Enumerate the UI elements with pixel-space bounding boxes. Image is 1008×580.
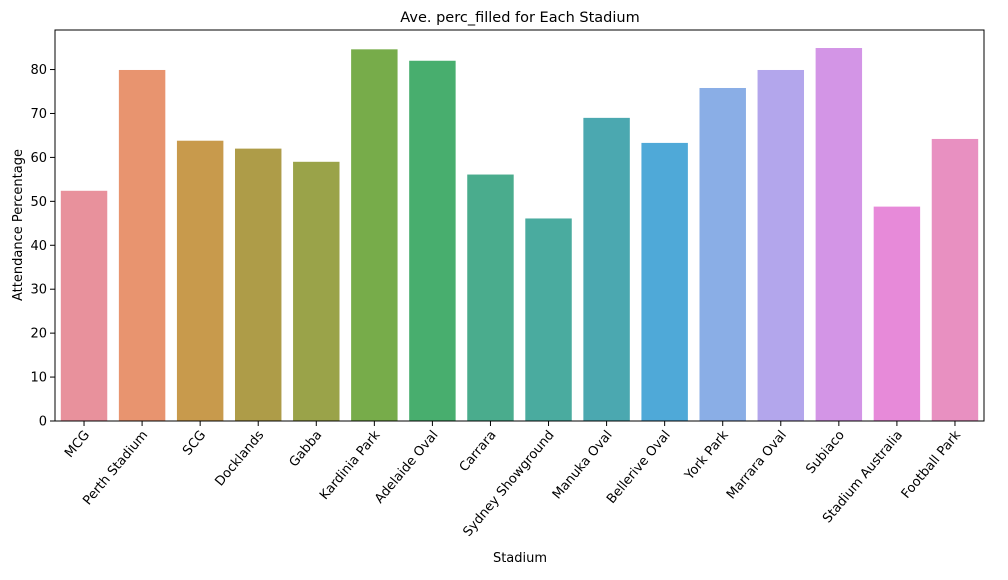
bar-mcg <box>60 190 108 421</box>
bar-kardinia-park <box>351 49 398 422</box>
bar-bellerive-oval <box>641 142 688 421</box>
x-tick-label: Carrara <box>457 428 500 475</box>
bar-sydney-showground <box>525 218 572 421</box>
bar-adelaide-oval <box>409 60 456 421</box>
x-tick-label: MCG <box>62 428 93 461</box>
x-tick-label: Subiaco <box>803 428 848 477</box>
y-tick-label: 80 <box>30 63 47 78</box>
y-tick-label: 0 <box>39 415 47 430</box>
y-tick-label: 10 <box>30 371 47 386</box>
bars-group <box>60 48 979 422</box>
bar-carrara <box>467 174 514 421</box>
y-tick-label: 60 <box>30 151 47 166</box>
chart-title: Ave. perc_filled for Each Stadium <box>400 10 639 26</box>
x-tick-label: Adelaide Oval <box>372 428 441 507</box>
bar-subiaco <box>815 48 863 421</box>
x-tick-label: Gabba <box>287 428 326 470</box>
y-tick-label: 50 <box>30 195 47 210</box>
x-axis-label: Stadium <box>493 551 547 566</box>
bar-docklands <box>234 148 282 421</box>
y-axis: 0 10 20 30 40 50 60 70 80 <box>30 63 55 430</box>
x-tick-label: Marrara Oval <box>724 428 790 502</box>
bar-york-park <box>699 87 746 421</box>
x-tick-label: Football Park <box>899 428 965 502</box>
plot-frame <box>54 29 985 422</box>
x-tick-label: Bellerive Oval <box>604 428 674 507</box>
bar-gabba <box>293 161 340 421</box>
bar-perth-stadium <box>118 69 166 422</box>
x-tick-label: York Park <box>682 428 733 484</box>
y-tick-label: 70 <box>30 107 47 122</box>
bar-football-park <box>931 138 979 421</box>
x-tick-label: Manuka Oval <box>550 428 616 502</box>
bar-stadium-australia <box>873 206 921 421</box>
bar-manuka-oval <box>583 117 630 421</box>
x-tick-label: Kardinia Park <box>317 428 384 503</box>
x-tick-label: SCG <box>180 428 209 459</box>
y-tick-label: 40 <box>30 239 47 254</box>
bar-marrara-oval <box>757 69 805 422</box>
bar-scg <box>176 140 224 421</box>
y-axis-label: Attendance Percentage <box>11 149 26 301</box>
y-tick-label: 30 <box>30 283 47 298</box>
y-tick-label: 20 <box>30 327 47 342</box>
x-tick-label: Docklands <box>212 428 267 490</box>
